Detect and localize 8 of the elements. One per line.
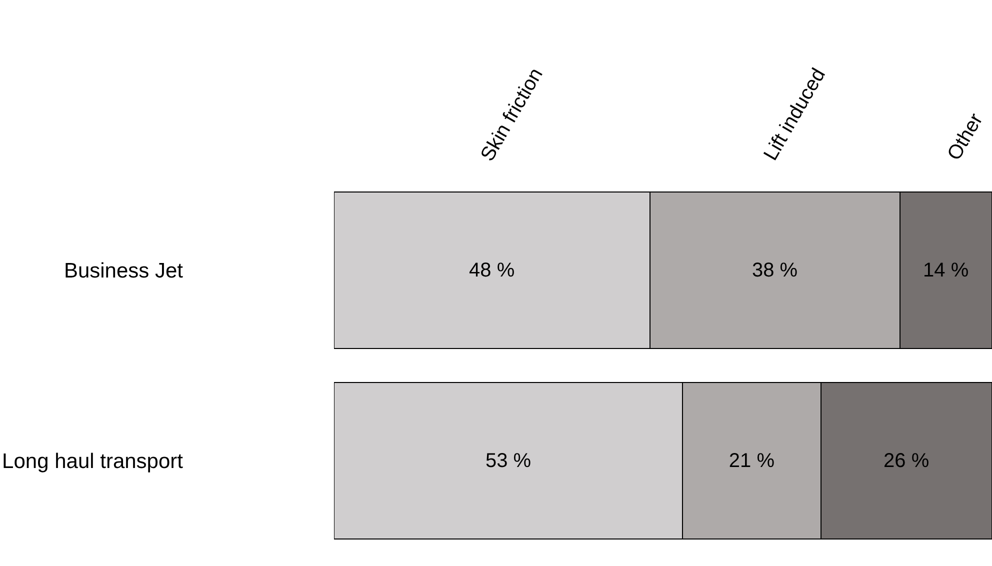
y-tick-label: Business Jet [64, 260, 184, 283]
data-label: 48 % [469, 259, 515, 282]
data-label: 26 % [884, 450, 930, 472]
y-tick-label: Long haul transport [2, 450, 184, 474]
data-label: 38 % [752, 259, 798, 282]
data-label: 53 % [485, 450, 532, 472]
data-label: 14 % [923, 259, 969, 282]
data-label: 21 % [728, 450, 775, 472]
